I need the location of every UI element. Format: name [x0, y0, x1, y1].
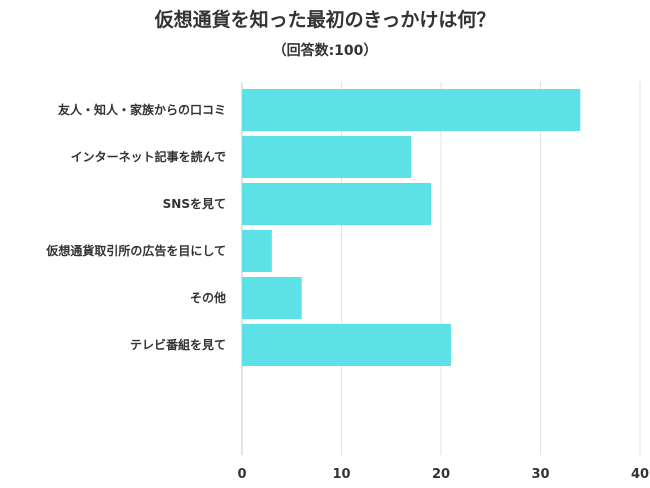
category-label: 仮想通貨取引所の広告を目にして — [45, 243, 226, 258]
x-tick-label: 40 — [631, 467, 649, 482]
category-label: テレビ番組を見て — [130, 337, 226, 352]
bar — [242, 183, 432, 225]
bar — [242, 89, 581, 131]
category-label: SNSを見て — [163, 196, 226, 211]
x-axis-ticks: 0 10 20 30 40 — [237, 467, 649, 482]
category-label: 友人・知人・家族からの口コミ — [57, 102, 226, 117]
category-label: インターネット記事を読んで — [71, 149, 226, 164]
bar — [242, 324, 451, 366]
chart-title: 仮想通貨を知った最初のきっかけは何？ — [154, 8, 496, 31]
category-label: その他 — [190, 290, 226, 305]
bar — [242, 230, 272, 272]
bar — [242, 136, 412, 178]
x-tick-label: 0 — [237, 467, 246, 482]
bar — [242, 277, 302, 319]
x-tick-label: 30 — [531, 467, 549, 482]
x-tick-label: 20 — [432, 467, 450, 482]
x-tick-label: 10 — [332, 467, 350, 482]
chart-subtitle: （回答数:100） — [273, 42, 378, 59]
bars — [242, 89, 581, 366]
